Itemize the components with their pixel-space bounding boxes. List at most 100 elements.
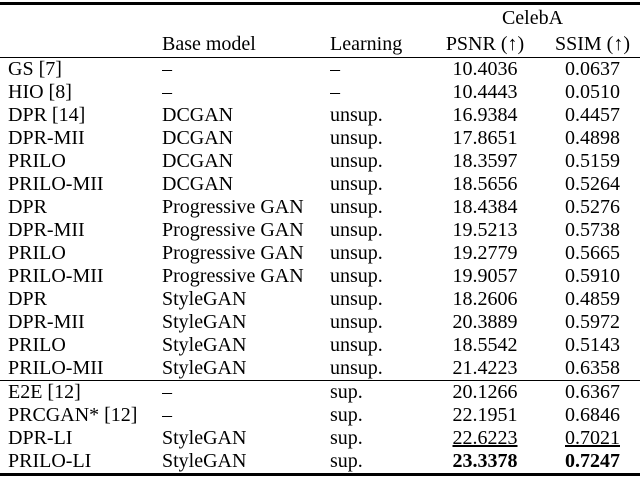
base-model-cell: Progressive GAN (162, 265, 304, 287)
table-row: E2E [12] – sup. 20.1266 0.6367 (0, 381, 640, 405)
method-cell: PRILO-MII (8, 173, 104, 195)
learning-cell: sup. (330, 427, 363, 449)
method-cell: PRILO-MII (8, 265, 104, 287)
table-header: CelebA Base model Learning PSNR (↑) SSIM… (0, 4, 640, 58)
method-cell: DPR-MII (8, 311, 85, 333)
psnr-cell: 21.4223 (452, 357, 518, 379)
supervised-section: E2E [12] – sup. 20.1266 0.6367 PRCGAN* [12] – s… (0, 380, 640, 475)
learning-cell: unsup. (330, 127, 383, 149)
table-row: PRILO-MII StyleGAN unsup. 21.4223 0.6358 (0, 357, 640, 381)
method-cell: DPR-MII (8, 219, 85, 241)
ssim-cell: 0.5264 (565, 173, 620, 195)
ssim-cell: 0.5159 (565, 150, 620, 172)
base-model-cell: StyleGAN (162, 357, 247, 379)
table-row: DPR-LI StyleGAN sup. 22.6223 0.7021 (0, 427, 640, 450)
method-cell: PRILO (8, 334, 66, 356)
base-model-cell: DCGAN (162, 104, 234, 126)
learning-cell: sup. (330, 450, 363, 472)
method-cell: DPR (8, 288, 47, 310)
learning-cell: unsup. (330, 242, 383, 264)
table-row: GS [7] – – 10.4036 0.0637 (0, 58, 640, 82)
table-row: DPR StyleGAN unsup. 18.2606 0.4859 (0, 288, 640, 311)
method-cell: GS [7] (8, 58, 62, 80)
psnr-cell: 22.6223 (452, 427, 518, 449)
col-header-base-model: Base model (162, 33, 256, 55)
method-cell: DPR-MII (8, 127, 85, 149)
psnr-cell: 20.1266 (452, 381, 518, 403)
table-row: DPR Progressive GAN unsup. 18.4384 0.5276 (0, 196, 640, 219)
method-cell: DPR [14] (8, 104, 86, 126)
base-model-cell: Progressive GAN (162, 219, 304, 241)
ssim-cell: 0.7247 (565, 450, 620, 472)
ssim-cell: 0.4898 (565, 127, 620, 149)
learning-cell: unsup. (330, 219, 383, 241)
ssim-cell: 0.4859 (565, 288, 620, 310)
base-model-cell: – (162, 81, 172, 103)
table-row: DPR-MII DCGAN unsup. 17.8651 0.4898 (0, 127, 640, 150)
col-header-ssim: SSIM (↑) (554, 33, 630, 55)
dataset-group-header: CelebA (501, 7, 564, 29)
dataset-group-row: CelebA (0, 4, 640, 32)
learning-cell: unsup. (330, 288, 383, 310)
method-cell: DPR-LI (8, 427, 73, 449)
ssim-cell: 0.5738 (565, 219, 620, 241)
base-model-cell: StyleGAN (162, 450, 247, 472)
psnr-cell: 10.4443 (452, 81, 518, 103)
base-model-cell: – (162, 404, 172, 426)
psnr-cell: 20.3889 (452, 311, 518, 333)
base-model-cell: DCGAN (162, 173, 234, 195)
ssim-cell: 0.6367 (565, 381, 620, 403)
method-cell: PRCGAN* [12] (8, 404, 138, 426)
method-cell: E2E [12] (8, 381, 81, 403)
table-row: HIO [8] – – 10.4443 0.0510 (0, 81, 640, 104)
base-model-cell: DCGAN (162, 150, 234, 172)
method-cell: PRILO (8, 242, 66, 264)
column-header-row: Base model Learning PSNR (↑) SSIM (↑) (0, 31, 640, 58)
psnr-cell: 19.2779 (452, 242, 518, 264)
ssim-cell: 0.5143 (565, 334, 620, 356)
psnr-cell: 17.8651 (452, 127, 518, 149)
learning-cell: unsup. (330, 104, 383, 126)
table-row: PRILO StyleGAN unsup. 18.5542 0.5143 (0, 334, 640, 357)
learning-cell: unsup. (330, 265, 383, 287)
table-row: PRILO-MII Progressive GAN unsup. 19.9057 0.5… (0, 265, 640, 288)
learning-cell: unsup. (330, 357, 383, 379)
group-header-spacer (0, 4, 425, 32)
results-table: CelebA Base model Learning PSNR (↑) SSIM… (0, 2, 640, 476)
table-row: DPR-MII Progressive GAN unsup. 19.5213 0.573… (0, 219, 640, 242)
table-row: DPR [14] DCGAN unsup. 16.9384 0.4457 (0, 104, 640, 127)
method-cell: DPR (8, 196, 47, 218)
base-model-cell: Progressive GAN (162, 242, 304, 264)
ssim-cell: 0.5276 (565, 196, 620, 218)
learning-cell: sup. (330, 404, 363, 426)
ssim-cell: 0.4457 (565, 104, 620, 126)
col-header-psnr: PSNR (↑) (445, 33, 525, 55)
method-cell: HIO [8] (8, 81, 72, 103)
col-header-method (0, 31, 162, 58)
psnr-cell: 22.1951 (452, 404, 518, 426)
learning-cell: unsup. (330, 150, 383, 172)
ssim-cell: 0.5910 (565, 265, 620, 287)
method-cell: PRILO-LI (8, 450, 92, 472)
learning-cell: unsup. (330, 334, 383, 356)
table-row: PRILO DCGAN unsup. 18.3597 0.5159 (0, 150, 640, 173)
psnr-cell: 18.3597 (452, 150, 518, 172)
psnr-cell: 16.9384 (452, 104, 518, 126)
base-model-cell: StyleGAN (162, 334, 247, 356)
table-row: DPR-MII StyleGAN unsup. 20.3889 0.5972 (0, 311, 640, 334)
psnr-cell: 18.5656 (452, 173, 518, 195)
base-model-cell: StyleGAN (162, 311, 247, 333)
learning-cell: – (330, 81, 340, 103)
ssim-cell: 0.5972 (565, 311, 620, 333)
base-model-cell: – (162, 381, 172, 403)
psnr-cell: 18.4384 (452, 196, 518, 218)
psnr-cell: 18.2606 (452, 288, 518, 310)
ssim-cell: 0.6846 (565, 404, 620, 426)
psnr-cell: 10.4036 (452, 58, 518, 80)
base-model-cell: DCGAN (162, 127, 234, 149)
learning-cell: unsup. (330, 196, 383, 218)
base-model-cell: StyleGAN (162, 427, 247, 449)
method-cell: PRILO-MII (8, 357, 104, 379)
learning-cell: unsup. (330, 173, 383, 195)
psnr-cell: 23.3378 (452, 450, 518, 472)
